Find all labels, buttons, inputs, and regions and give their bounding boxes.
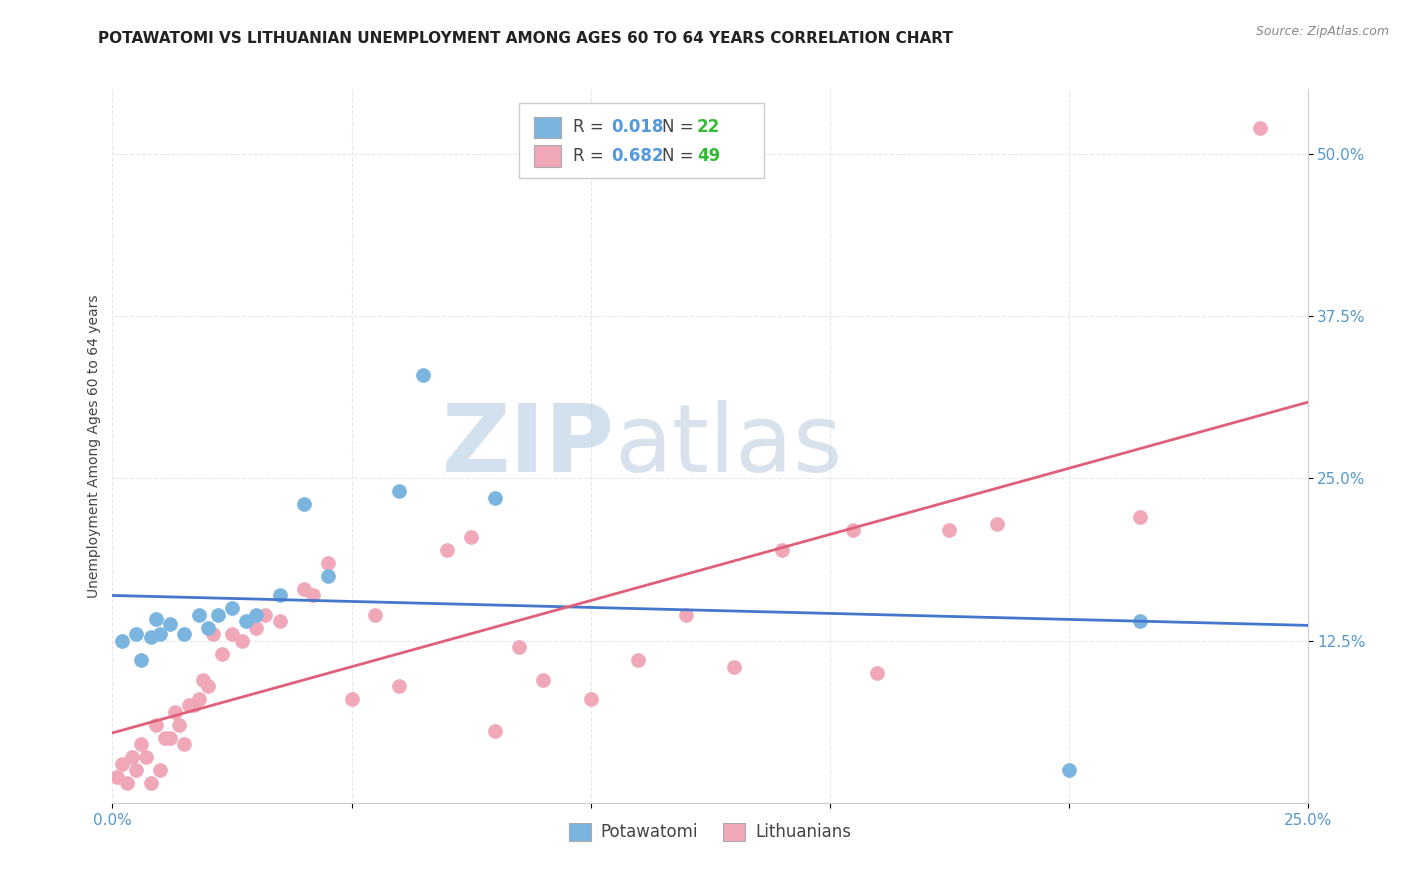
Point (111, 633, 134, 648)
Point (105, 770, 128, 784)
Point (139, 630, 162, 644)
Point (866, 666, 889, 681)
Point (531, 673, 554, 687)
Point (245, 607, 267, 622)
Text: R =: R = (572, 147, 609, 165)
Point (770, 542, 793, 557)
Point (149, 627, 172, 641)
Y-axis label: Unemployment Among Ages 60 to 64 years: Unemployment Among Ages 60 to 64 years (87, 294, 101, 598)
Point (187, 607, 209, 622)
Text: Source: ZipAtlas.com: Source: ZipAtlas.com (1256, 25, 1389, 38)
FancyBboxPatch shape (519, 103, 763, 178)
Text: atlas: atlas (614, 400, 842, 492)
Point (187, 692, 209, 706)
Point (364, 607, 387, 622)
Point (388, 484, 411, 499)
Point (139, 776, 162, 790)
Point (201, 627, 224, 641)
Point (231, 633, 253, 648)
Point (269, 588, 291, 602)
Point (1129, 614, 1152, 628)
Point (269, 614, 291, 628)
Point (484, 491, 506, 505)
Text: 0.682: 0.682 (610, 147, 664, 165)
Text: 22: 22 (697, 119, 720, 136)
Point (197, 679, 219, 693)
Point (627, 653, 650, 667)
Point (211, 647, 233, 661)
Text: 0.018: 0.018 (610, 119, 664, 136)
Legend: Potawatomi, Lithuanians: Potawatomi, Lithuanians (562, 816, 858, 848)
Point (177, 698, 200, 713)
Point (121, 750, 143, 764)
Point (173, 738, 195, 752)
Point (145, 718, 167, 732)
Point (1057, 764, 1080, 778)
Point (125, 764, 148, 778)
Point (163, 705, 186, 719)
Point (675, 607, 697, 622)
Point (412, 368, 434, 382)
FancyBboxPatch shape (534, 117, 561, 138)
Point (938, 524, 960, 538)
Point (508, 640, 530, 654)
Point (388, 679, 411, 693)
Point (245, 621, 267, 635)
Point (460, 530, 482, 544)
Point (316, 568, 339, 582)
Point (235, 614, 257, 628)
Point (149, 764, 172, 778)
Text: N =: N = (662, 147, 699, 165)
Point (111, 756, 134, 771)
Point (125, 627, 148, 641)
Point (135, 750, 157, 764)
Point (169, 718, 191, 732)
Point (1249, 121, 1271, 136)
Point (129, 738, 152, 752)
Point (153, 731, 176, 745)
Point (115, 776, 138, 790)
Point (173, 627, 195, 641)
Point (723, 659, 745, 673)
Point (197, 621, 219, 635)
Point (129, 653, 152, 667)
Point (579, 692, 602, 706)
Point (316, 556, 339, 570)
FancyBboxPatch shape (534, 145, 561, 167)
Point (193, 673, 215, 687)
Text: 49: 49 (697, 147, 720, 165)
Point (484, 724, 506, 739)
Point (221, 601, 243, 615)
Point (159, 731, 181, 745)
Point (292, 582, 315, 596)
Point (183, 698, 205, 713)
Text: R =: R = (572, 119, 609, 136)
Point (340, 692, 363, 706)
Point (302, 588, 325, 602)
Text: ZIP: ZIP (441, 400, 614, 492)
Point (842, 524, 865, 538)
Point (436, 542, 458, 557)
Point (292, 497, 315, 511)
Point (145, 611, 167, 625)
Point (207, 607, 229, 622)
Point (986, 516, 1008, 531)
Text: POTAWATOMI VS LITHUANIAN UNEMPLOYMENT AMONG AGES 60 TO 64 YEARS CORRELATION CHAR: POTAWATOMI VS LITHUANIAN UNEMPLOYMENT AM… (98, 31, 953, 46)
Point (254, 607, 277, 622)
Point (221, 627, 243, 641)
Point (1129, 510, 1152, 524)
Point (159, 616, 181, 631)
Text: N =: N = (662, 119, 699, 136)
